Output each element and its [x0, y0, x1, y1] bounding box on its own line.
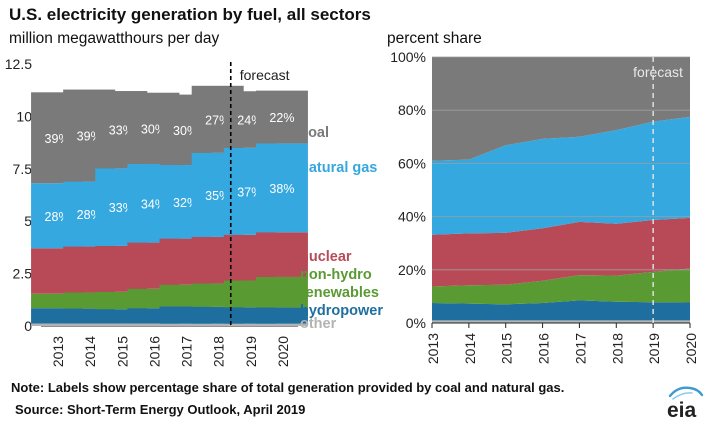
- bar-segment-natural-gas: [255, 143, 308, 233]
- y-tick-label: 0%: [406, 315, 426, 331]
- left-chart-subtitle: million megawatthours per day: [9, 30, 220, 47]
- x-tick-label: 2017: [572, 333, 588, 364]
- bar-segment-hydropower: [255, 307, 308, 324]
- bar-segment-other: [191, 323, 244, 326]
- series-label-other: other: [300, 316, 337, 332]
- y-tick-label: 12.5: [5, 56, 32, 72]
- bar-segment-nuclear: [255, 232, 308, 277]
- y-tick-label: 10: [16, 108, 32, 124]
- x-tick-label: 2017: [179, 336, 195, 367]
- left-stacked-bar-chart: 02.557.51012.528%39%201328%39%201433%33%…: [5, 56, 384, 367]
- y-tick-label: 2.5: [13, 266, 33, 282]
- bar-segment-other: [255, 323, 308, 326]
- series-label-hydropower: hydropower: [300, 303, 383, 319]
- bar-segment-other: [159, 323, 212, 326]
- x-tick-label: 2014: [462, 333, 478, 364]
- x-tick-label: 2019: [243, 336, 259, 367]
- right-stacked-area-chart: 0% 20% 40% 60% 80% 100% 2013 2014 2015 2016 2017 20…: [390, 49, 699, 364]
- bar-segment-other: [95, 323, 148, 326]
- y-tick-label: 5: [24, 213, 32, 229]
- x-tick-label: 2013: [50, 336, 66, 367]
- y-tick-label: 20%: [398, 262, 426, 278]
- bar-segment-other: [31, 323, 84, 326]
- x-tick-label: 2018: [211, 336, 227, 367]
- area-coal: [432, 57, 690, 161]
- forecast-label: forecast: [240, 67, 290, 83]
- x-tick-label: 2020: [683, 333, 699, 364]
- x-tick-label: 2014: [82, 336, 98, 367]
- chart-source: Source: Short-Term Energy Outlook, April…: [15, 402, 306, 417]
- x-tick-label: 2016: [536, 333, 552, 364]
- chart-note: Note: Labels show percentage share of to…: [11, 380, 565, 395]
- y-tick-label: 0: [24, 318, 32, 334]
- x-tick-label: 2015: [114, 336, 130, 367]
- area-hydropower: [432, 300, 690, 321]
- bar-segment-other: [127, 323, 180, 326]
- y-tick-label: 40%: [398, 209, 426, 225]
- x-tick-label: 2019: [646, 333, 662, 364]
- x-tick-label: 2016: [146, 336, 162, 367]
- eia-logo: eia: [667, 386, 704, 422]
- bar-segment-other: [63, 323, 116, 326]
- bar-segment-coal: [255, 90, 308, 144]
- bar-share-label-natural-gas: 38%: [269, 182, 294, 196]
- x-tick-label: 2018: [609, 333, 625, 364]
- right-chart-subtitle: percent share: [387, 30, 482, 47]
- y-tick-label: 7.5: [13, 161, 33, 177]
- x-tick-label: 2020: [275, 336, 291, 367]
- y-tick-label: 80%: [398, 102, 426, 118]
- bar-segment-other: [223, 323, 276, 326]
- chart-title: U.S. electricity generation by fuel, all…: [9, 5, 371, 24]
- eia-logo-text: eia: [667, 399, 697, 422]
- series-label-coal: coal: [300, 125, 329, 141]
- y-tick-label: 100%: [390, 49, 426, 65]
- forecast-label: forecast: [633, 64, 683, 80]
- series-label-natural-gas: natural gas: [300, 160, 377, 176]
- bar-share-label-coal: 22%: [269, 111, 294, 125]
- area-natural-gas: [432, 116, 690, 235]
- x-tick-label: 2015: [499, 333, 515, 364]
- y-tick-label: 60%: [398, 155, 426, 171]
- series-label-renewables: renewables: [300, 285, 379, 301]
- area-other: [432, 320, 690, 323]
- series-label-non-hydro: non-hydro: [300, 267, 372, 283]
- bar-segment-non-hydro-renewables: [255, 276, 308, 308]
- series-label-nuclear: nuclear: [300, 249, 352, 265]
- x-tick-label: 2013: [425, 333, 441, 364]
- area-non-hydro-renewables: [432, 268, 690, 305]
